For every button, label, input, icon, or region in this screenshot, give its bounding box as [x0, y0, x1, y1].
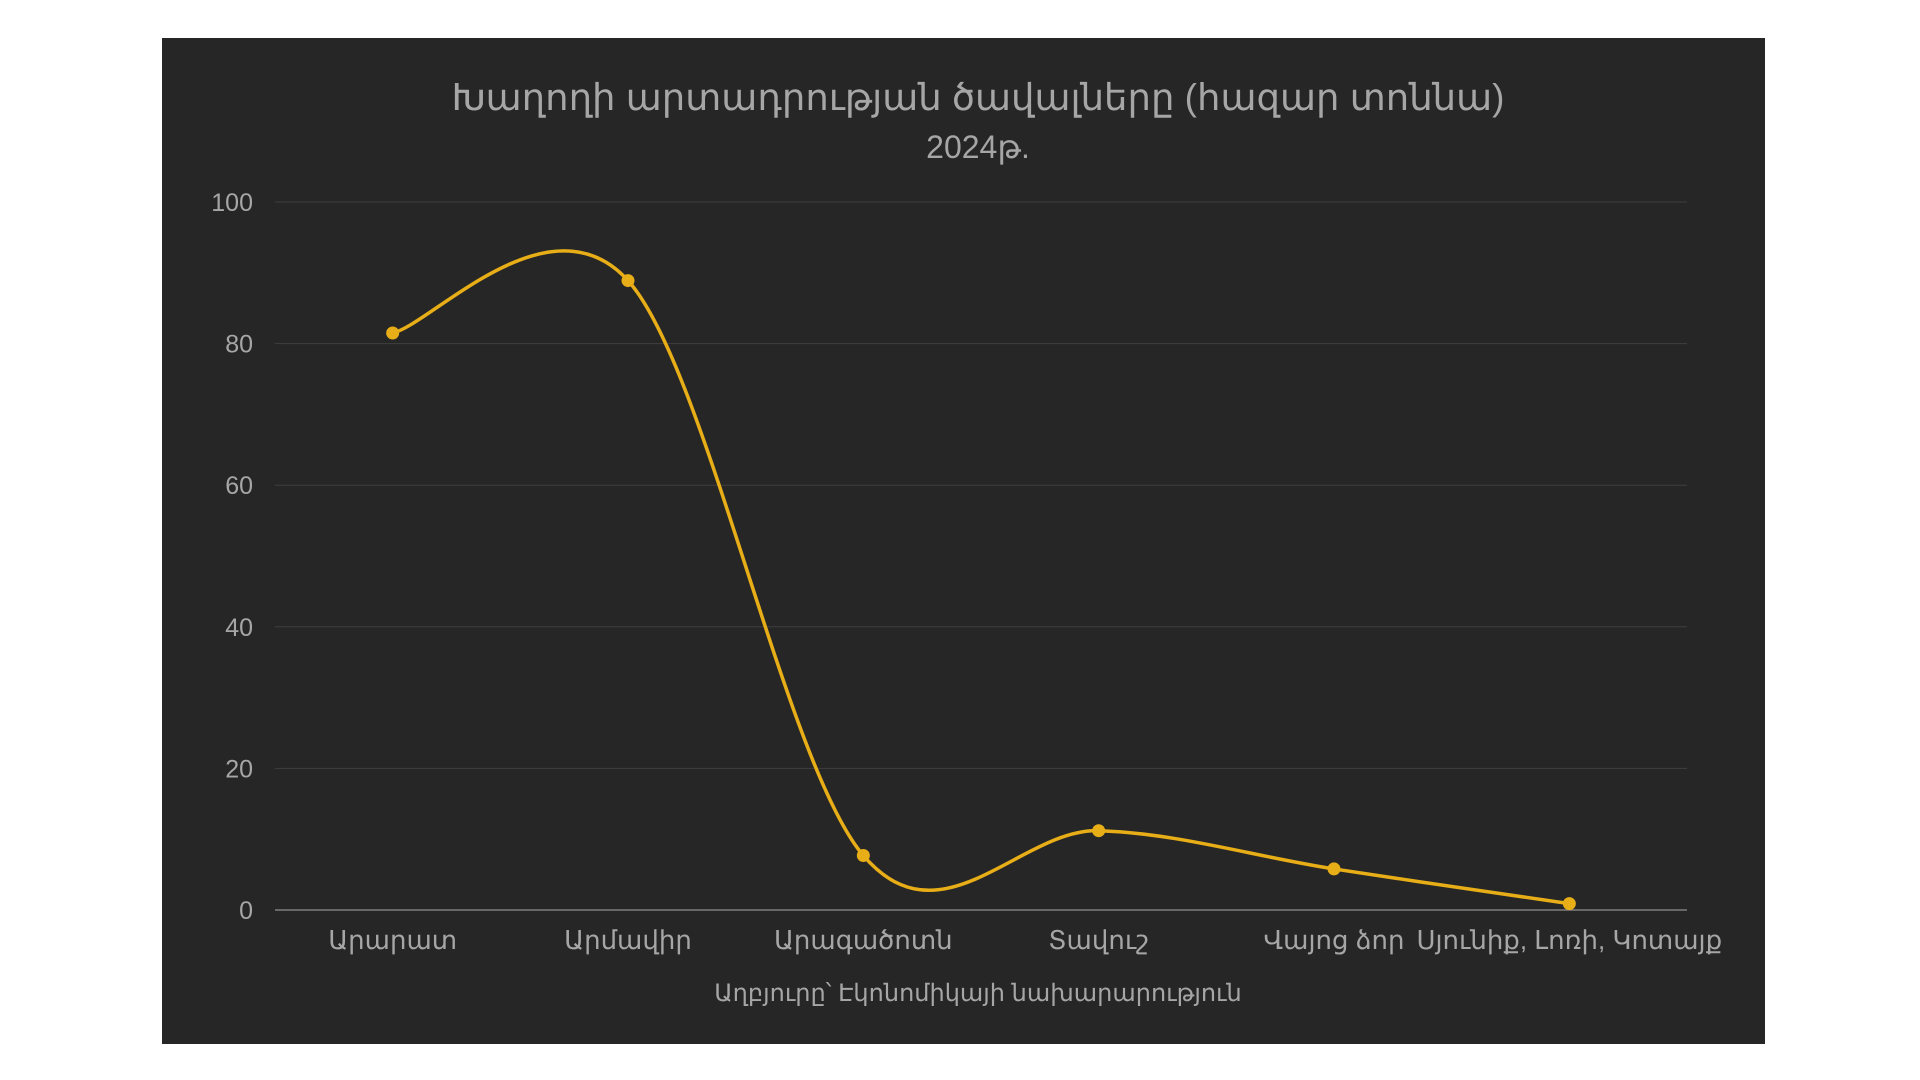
- data-point: [621, 274, 635, 288]
- data-point: [1092, 824, 1106, 838]
- gridlines: [275, 201, 1687, 911]
- x-category-label: Արմավիր: [564, 925, 692, 955]
- data-point: [386, 326, 400, 340]
- x-category-label: Սյունիք, Լոռի, Կոտայք: [1416, 925, 1722, 955]
- chart-title: Խաղողի արտադրության ծավալները (հազար տոն…: [452, 77, 1505, 118]
- data-point: [856, 848, 870, 862]
- x-category-label: Արարատ: [328, 925, 457, 955]
- y-tick-label: 0: [239, 897, 253, 925]
- y-tick-label: 40: [225, 614, 253, 642]
- y-tick-label: 80: [225, 331, 253, 359]
- data-point: [1562, 897, 1576, 911]
- chart-panel: Խաղողի արտադրության ծավալները (հազար տոն…: [162, 38, 1765, 1044]
- y-tick-label: 100: [211, 189, 253, 217]
- y-axis-ticks: 0 20 40 60 80 100: [211, 189, 253, 925]
- series-line: [390, 249, 1572, 906]
- data-point: [1327, 862, 1341, 876]
- x-category-label: Վայոց ձոր: [1264, 925, 1405, 955]
- x-category-label: Արագածոտն: [774, 925, 953, 955]
- series-layer: [386, 249, 1576, 911]
- chart-subtitle: 2024թ.: [926, 129, 1030, 165]
- y-tick-label: 20: [225, 755, 253, 783]
- line-chart: Խաղողի արտադրության ծավալները (հազար տոն…: [211, 77, 1722, 1007]
- x-axis-label: Աղբյուրը՝ Էկոնոմիկայի նախարարություն: [714, 980, 1241, 1007]
- x-axis-categories: Արարատ Արմավիր Արագածոտն Տավուշ Վայոց ձոր Սյո…: [328, 925, 1722, 955]
- x-category-label: Տավուշ: [1048, 925, 1149, 955]
- y-tick-label: 60: [225, 472, 253, 500]
